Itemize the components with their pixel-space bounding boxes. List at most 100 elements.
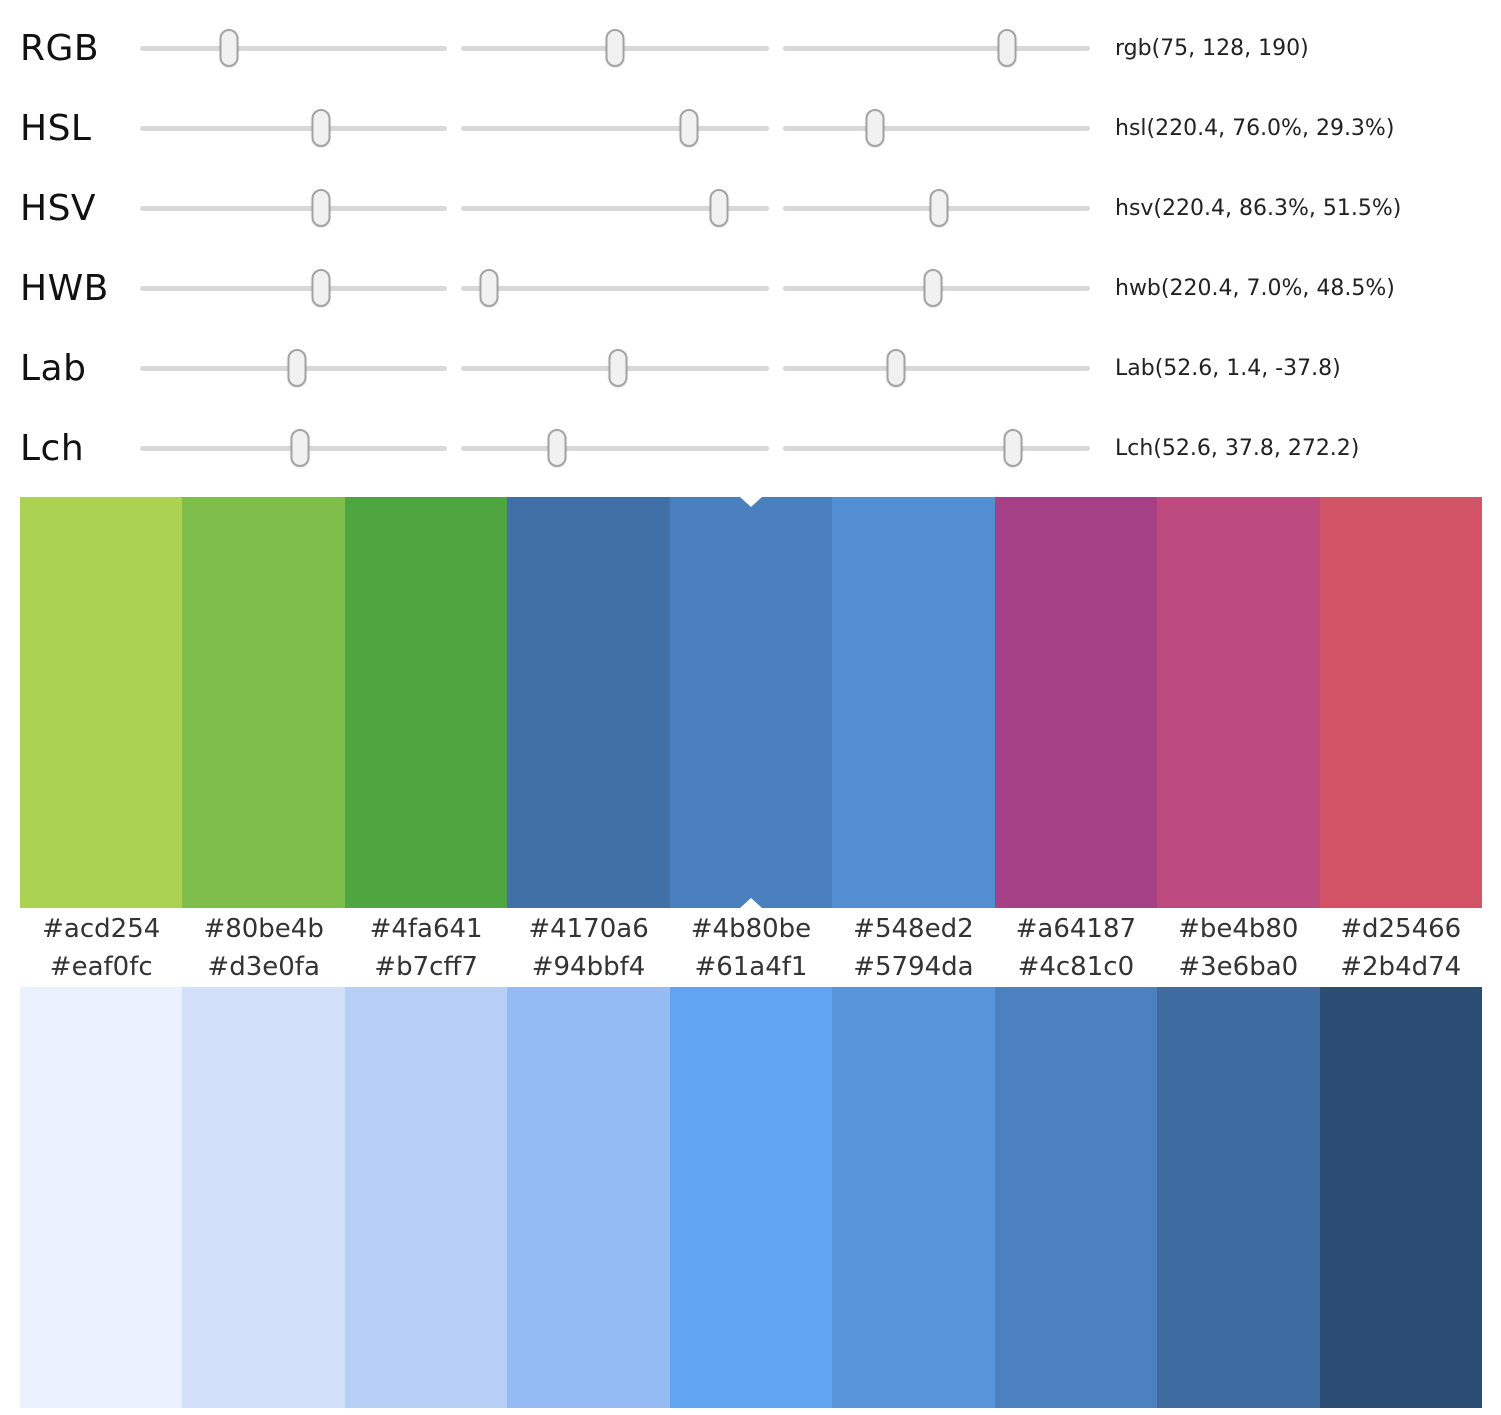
color-swatch[interactable]	[832, 987, 995, 1409]
selected-swatch-notch-bottom	[739, 898, 762, 908]
slider-track-2[interactable]	[461, 429, 769, 467]
hue-palette	[20, 497, 1482, 908]
slider-tracks-group	[140, 408, 1090, 488]
shade-palette-hex-labels: #eaf0fc #d3e0fa #b7cff7 #94bbf4 #61a4f1 #5794…	[20, 952, 1482, 987]
slider-thumb[interactable]	[1003, 429, 1023, 467]
colorspace-value: Lab(52.6, 1.4, -37.8)	[1115, 355, 1341, 381]
slider-track-1[interactable]	[140, 349, 448, 387]
color-swatch[interactable]	[994, 987, 1158, 1409]
slider-thumb[interactable]	[679, 109, 699, 147]
hex-label: #3e6ba0	[1178, 952, 1299, 983]
hex-label: #80be4b	[203, 914, 324, 944]
colorspace-value: hsl(220.4, 76.0%, 29.3%)	[1115, 115, 1395, 141]
slider-thumb[interactable]	[311, 269, 331, 307]
hex-label: #4b80be	[690, 914, 812, 944]
slider-track-3[interactable]	[782, 349, 1090, 387]
colorspace-label: HSL	[20, 107, 92, 149]
color-swatch[interactable]	[994, 497, 1158, 908]
hex-label: #94bbf4	[531, 952, 646, 983]
slider-track-1[interactable]	[140, 29, 448, 67]
slider-thumb[interactable]	[709, 189, 729, 227]
hex-label: #5794da	[853, 952, 974, 983]
color-swatch[interactable]	[182, 497, 345, 908]
slider-track-1[interactable]	[140, 429, 448, 467]
slider-track-3[interactable]	[782, 269, 1090, 307]
hex-label: #548ed2	[853, 914, 974, 944]
color-swatch[interactable]	[182, 987, 345, 1409]
slider-thumb[interactable]	[311, 189, 331, 227]
slider-tracks-group	[140, 8, 1090, 88]
color-swatch[interactable]	[344, 497, 508, 908]
slider-row-hwb: HWB hwb(220.4, 7.0%, 48.5%)	[0, 248, 1501, 328]
hex-label: #d25466	[1340, 914, 1462, 944]
slider-track-1[interactable]	[140, 189, 448, 227]
hex-label: #a64187	[1015, 914, 1137, 944]
slider-track-2[interactable]	[461, 29, 769, 67]
colorspace-label: Lab	[20, 347, 87, 389]
colorspace-label: HSV	[20, 187, 97, 229]
slider-row-rgb: RGB rgb(75, 128, 190)	[0, 8, 1501, 88]
shade-palette	[20, 987, 1482, 1409]
slider-track-3[interactable]	[782, 189, 1090, 227]
slider-row-hsv: HSV hsv(220.4, 86.3%, 51.5%)	[0, 168, 1501, 248]
slider-thumb[interactable]	[997, 29, 1017, 67]
colorspace-value: hsv(220.4, 86.3%, 51.5%)	[1115, 195, 1402, 221]
colorspace-label: HWB	[20, 267, 109, 309]
colorspace-value: rgb(75, 128, 190)	[1115, 35, 1309, 61]
colorspace-sliders-panel: RGB rgb(75, 128, 190) HSL hsl(220.4, 76.0%,…	[0, 0, 1501, 488]
slider-track-2[interactable]	[461, 349, 769, 387]
color-swatch[interactable]	[1157, 497, 1320, 908]
slider-track-3[interactable]	[782, 429, 1090, 467]
color-swatch[interactable]	[1319, 497, 1482, 908]
slider-thumb[interactable]	[479, 269, 499, 307]
slider-track-3[interactable]	[782, 29, 1090, 67]
slider-track-1[interactable]	[140, 109, 448, 147]
slider-thumb[interactable]	[219, 29, 239, 67]
color-swatch[interactable]	[344, 987, 508, 1409]
slider-track-2[interactable]	[461, 189, 769, 227]
slider-thumb[interactable]	[311, 109, 331, 147]
slider-track-2[interactable]	[461, 109, 769, 147]
slider-thumb[interactable]	[923, 269, 943, 307]
slider-thumb[interactable]	[547, 429, 567, 467]
slider-row-lch: Lch Lch(52.6, 37.8, 272.2)	[0, 408, 1501, 488]
hex-label: #61a4f1	[694, 952, 808, 983]
color-swatch[interactable]	[507, 987, 670, 1409]
hex-label: #4fa641	[369, 914, 483, 944]
hex-label: #2b4d74	[1340, 952, 1462, 983]
colorspace-value: Lch(52.6, 37.8, 272.2)	[1115, 435, 1360, 461]
hex-label: #eaf0fc	[49, 952, 153, 983]
slider-thumb[interactable]	[608, 349, 628, 387]
color-swatch[interactable]	[1319, 987, 1482, 1409]
color-swatch[interactable]	[832, 497, 995, 908]
color-swatch[interactable]	[669, 497, 833, 908]
hex-label: #b7cff7	[374, 952, 478, 983]
selected-swatch-notch-top	[739, 497, 762, 507]
hex-label: #be4b80	[1178, 914, 1299, 944]
color-swatch[interactable]	[507, 497, 670, 908]
slider-thumb[interactable]	[605, 29, 625, 67]
slider-thumb[interactable]	[929, 189, 949, 227]
slider-track-1[interactable]	[140, 269, 448, 307]
slider-row-hsl: HSL hsl(220.4, 76.0%, 29.3%)	[0, 88, 1501, 168]
slider-row-lab: Lab Lab(52.6, 1.4, -37.8)	[0, 328, 1501, 408]
slider-track-2[interactable]	[461, 269, 769, 307]
slider-thumb[interactable]	[865, 109, 885, 147]
color-swatch[interactable]	[669, 987, 833, 1409]
hue-palette-hex-labels: #acd254 #80be4b #4fa641 #4170a6 #4b80be #548e…	[20, 908, 1482, 952]
slider-track-3[interactable]	[782, 109, 1090, 147]
color-swatch[interactable]	[1157, 987, 1320, 1409]
hex-label: #4170a6	[528, 914, 649, 944]
color-swatch[interactable]	[20, 497, 183, 908]
color-swatch[interactable]	[20, 987, 183, 1409]
slider-thumb[interactable]	[886, 349, 906, 387]
colorspace-label: Lch	[20, 427, 85, 469]
slider-thumb[interactable]	[290, 429, 310, 467]
slider-tracks-group	[140, 88, 1090, 168]
colorspace-value: hwb(220.4, 7.0%, 48.5%)	[1115, 275, 1395, 301]
colorspace-label: RGB	[20, 27, 100, 69]
slider-thumb[interactable]	[287, 349, 307, 387]
hex-label: #acd254	[42, 914, 161, 944]
slider-tracks-group	[140, 248, 1090, 328]
slider-tracks-group	[140, 328, 1090, 408]
